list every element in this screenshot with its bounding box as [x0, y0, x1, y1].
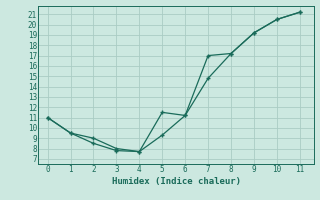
X-axis label: Humidex (Indice chaleur): Humidex (Indice chaleur) — [111, 177, 241, 186]
